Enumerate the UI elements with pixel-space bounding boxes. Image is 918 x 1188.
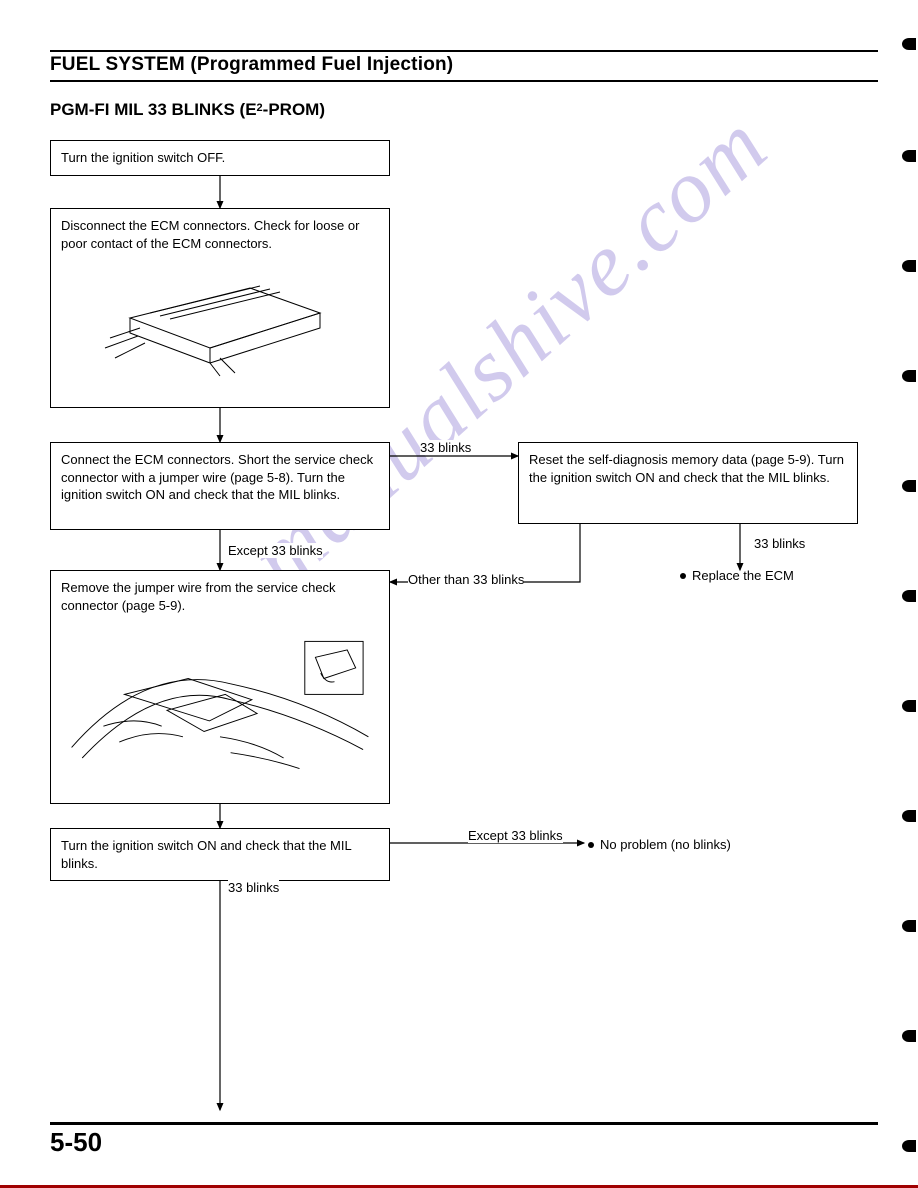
edge-dot bbox=[902, 810, 916, 822]
rule-bot bbox=[50, 80, 878, 82]
step-text: Turn the ignition switch ON and check th… bbox=[61, 838, 351, 871]
step-disconnect-ecm: Disconnect the ECM connectors. Check for… bbox=[50, 208, 390, 408]
step-ignition-off: Turn the ignition switch OFF. bbox=[50, 140, 390, 176]
branch-label: Other than 33 blinks bbox=[408, 572, 524, 587]
vehicle-connector-illustration bbox=[61, 620, 379, 790]
footer-rule bbox=[50, 1122, 878, 1125]
footer: 5-50 bbox=[50, 1122, 878, 1158]
section-title: FUEL SYSTEM (Programmed Fuel Injection) bbox=[50, 54, 878, 76]
edge-dot bbox=[902, 38, 916, 50]
result-text: No problem (no blinks) bbox=[600, 837, 731, 852]
edge-dot bbox=[902, 150, 916, 162]
result-replace-ecm: Replace the ECM bbox=[680, 568, 794, 583]
edge-dot bbox=[902, 1030, 916, 1042]
branch-label: Except 33 blinks bbox=[468, 828, 563, 843]
subtitle: PGM-FI MIL 33 BLINKS (E2-PROM) bbox=[50, 100, 878, 120]
edge-dot bbox=[902, 370, 916, 382]
step-text: Reset the self-diagnosis memory data (pa… bbox=[529, 452, 844, 485]
subtitle-b: -PROM) bbox=[263, 100, 325, 119]
branch-label: 33 blinks bbox=[420, 440, 471, 455]
edge-dot bbox=[902, 700, 916, 712]
edge-dot bbox=[902, 260, 916, 272]
step-text: Disconnect the ECM connectors. Check for… bbox=[61, 218, 359, 251]
edge-dot bbox=[902, 1140, 916, 1152]
result-text: Replace the ECM bbox=[692, 568, 794, 583]
step-text: Remove the jumper wire from the service … bbox=[61, 580, 336, 613]
ecm-connector-illustration bbox=[61, 258, 379, 378]
step-remove-jumper: Remove the jumper wire from the service … bbox=[50, 570, 390, 804]
bullet-icon bbox=[680, 573, 686, 579]
step-reset-memory: Reset the self-diagnosis memory data (pa… bbox=[518, 442, 858, 524]
result-no-problem: No problem (no blinks) bbox=[588, 837, 731, 852]
step-ignition-on-check: Turn the ignition switch ON and check th… bbox=[50, 828, 390, 881]
page: FUEL SYSTEM (Programmed Fuel Injection) … bbox=[0, 0, 918, 1188]
flowchart: Turn the ignition switch OFF. Disconnect… bbox=[50, 140, 878, 1140]
subtitle-sup: 2 bbox=[257, 102, 263, 114]
branch-label: Except 33 blinks bbox=[228, 543, 323, 558]
branch-label: 33 blinks bbox=[754, 536, 805, 551]
edge-dot bbox=[902, 920, 916, 932]
rule-top bbox=[50, 50, 878, 52]
step-text: Connect the ECM connectors. Short the se… bbox=[61, 452, 373, 502]
edge-dot bbox=[902, 480, 916, 492]
bullet-icon bbox=[588, 842, 594, 848]
subtitle-a: PGM-FI MIL 33 BLINKS (E bbox=[50, 100, 257, 119]
branch-label: 33 blinks bbox=[228, 880, 279, 895]
page-number: 5-50 bbox=[50, 1127, 878, 1158]
step-connect-ecm: Connect the ECM connectors. Short the se… bbox=[50, 442, 390, 530]
edge-dot bbox=[902, 590, 916, 602]
step-text: Turn the ignition switch OFF. bbox=[61, 150, 225, 165]
